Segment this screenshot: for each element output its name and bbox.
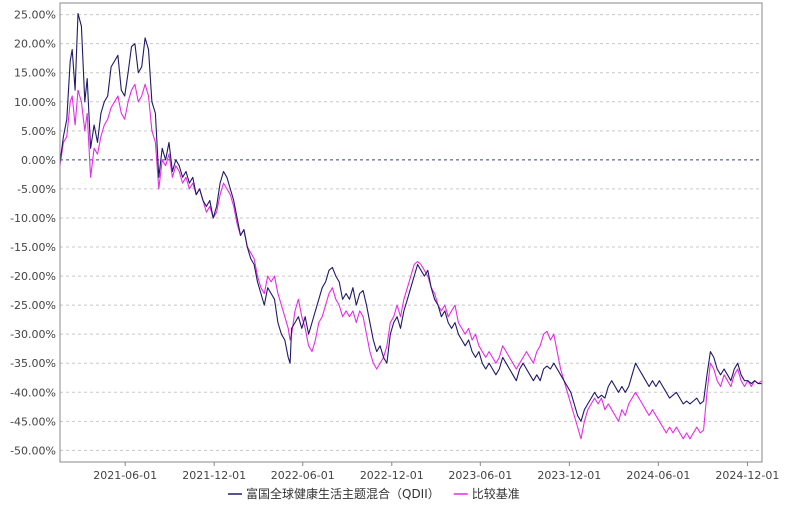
legend-label: 富国全球健康生活主题混合（QDII） (246, 486, 440, 501)
grid-layer (60, 14, 762, 451)
y-tick-label: 15.00% (14, 67, 56, 80)
y-tick-label: 10.00% (14, 96, 56, 109)
y-tick-label: 5.00% (21, 125, 56, 138)
y-tick-label: -5.00% (17, 183, 56, 196)
x-tick-label: 2022-06-01 (271, 469, 335, 482)
legend-label: 比较基准 (472, 486, 520, 501)
y-tick-label: 0.00% (21, 154, 56, 167)
y-tick-label: -35.00% (10, 357, 56, 370)
plot-frame (59, 2, 763, 463)
x-tick-label: 2023-12-01 (537, 469, 601, 482)
y-tick-label: -50.00% (10, 444, 56, 457)
series-layer (59, 12, 763, 440)
legend: 富国全球健康生活主题混合（QDII） 比较基准 (228, 486, 520, 501)
x-tick-label: 2021-12-01 (182, 469, 246, 482)
x-axis-ticks: 2021-06-01 2021-12-01 2022-06-01 2022-12-01… (93, 462, 779, 482)
y-tick-label: -45.00% (10, 415, 56, 428)
y-tick-label: -30.00% (10, 328, 56, 341)
y-tick-label: -40.00% (10, 386, 56, 399)
series-line-fund (59, 12, 762, 422)
y-tick-label: -25.00% (10, 299, 56, 312)
y-tick-label: 25.00% (14, 9, 56, 22)
x-tick-label: 2021-06-01 (93, 469, 157, 482)
y-tick-label: -15.00% (10, 241, 56, 254)
x-tick-label: 2023-06-01 (448, 469, 512, 482)
y-tick-label: 20.00% (14, 38, 56, 51)
series-line-benchmark (59, 83, 763, 440)
x-tick-label: 2024-06-01 (626, 469, 690, 482)
y-tick-label: -10.00% (10, 212, 56, 225)
y-axis-ticks: 25.00% 20.00% 15.00% 10.00% 5.00% 0.00% -5.00%… (10, 9, 56, 458)
y-tick-label: -20.00% (10, 270, 56, 283)
x-tick-label: 2024-12-01 (715, 469, 779, 482)
x-tick-label: 2022-12-01 (360, 469, 424, 482)
